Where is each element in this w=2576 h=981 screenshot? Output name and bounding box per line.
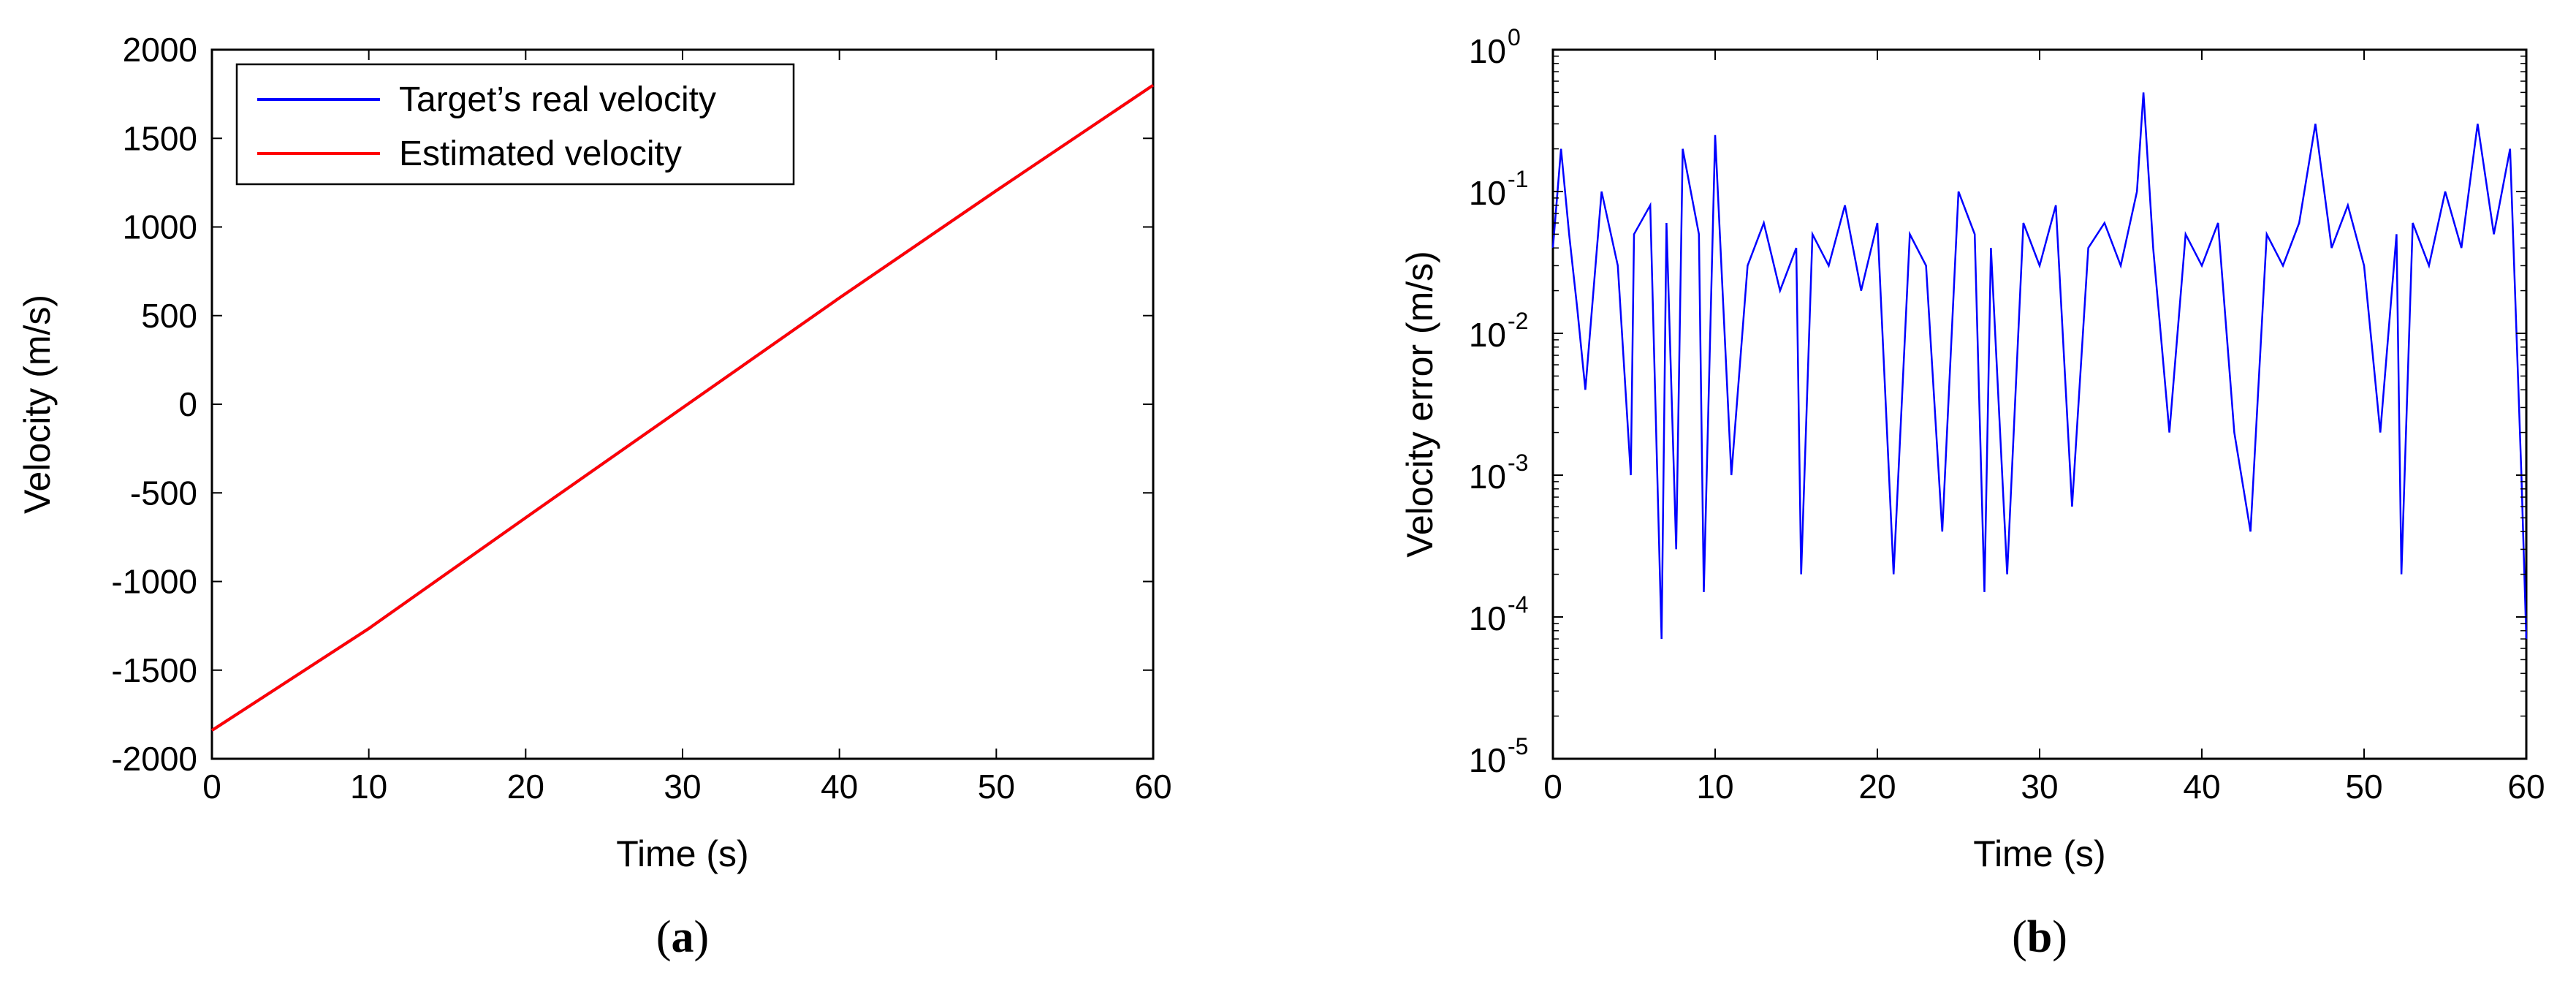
legend-label-estimated-velocity: Estimated velocity: [399, 135, 682, 173]
series-group-b: [1551, 92, 2528, 640]
y-tick-exponent-b: -4: [1508, 591, 1528, 618]
x-ticks-a: 0 10 20 30 40 50 60: [202, 50, 1172, 806]
y-tick-exponent-b: -2: [1508, 308, 1528, 334]
series-group-a: [210, 83, 1155, 732]
y-tick-exponent-b: -3: [1508, 450, 1528, 476]
series-line-estimated-velocity: [210, 83, 1155, 732]
y-tick-label-b: 10: [1469, 599, 1506, 637]
plot-area-b: [1551, 48, 2528, 760]
x-tick-label-b: 0: [1543, 768, 1562, 806]
x-tick-label-b: 40: [2183, 768, 2220, 806]
y-tick-label-a: 1500: [123, 119, 197, 157]
y-tick-exponent-b: -1: [1508, 166, 1528, 192]
y-tick-label-a: 500: [141, 297, 197, 335]
y-tick-label-a: -2000: [111, 740, 197, 778]
x-axis-label-b: Time (s): [1973, 833, 2105, 874]
x-tick-label-a: 50: [978, 768, 1015, 806]
x-tick-label-a: 10: [350, 768, 387, 806]
caption-letter-b: b: [2027, 912, 2052, 962]
x-tick-label-b: 10: [1696, 768, 1733, 806]
caption-letter-a: a: [672, 912, 694, 962]
caption-b: (b): [2012, 912, 2067, 962]
y-tick-label-b: 10: [1469, 316, 1506, 354]
y-tick-label-a: -1000: [111, 563, 197, 601]
y-tick-label-a: 2000: [123, 31, 197, 69]
x-tick-label-a: 0: [202, 768, 221, 806]
legend-box: [235, 63, 795, 186]
series-line-velocity-error: [1551, 92, 2528, 640]
panel-a: 0 10 20 30 40 50 60 -2000 -1500 -1000 -500 0 500 100…: [17, 31, 1172, 962]
legend: Target’s real velocity Estimated velocit…: [235, 63, 795, 186]
caption-a: (a): [656, 912, 709, 962]
y-tick-exponent-b: -5: [1508, 733, 1528, 760]
y-tick-exponent-b: 0: [1508, 24, 1521, 50]
x-ticks-b: 0 10 20 30 40 50 60: [1543, 50, 2545, 806]
y-tick-label-a: -1500: [111, 651, 197, 689]
y-tick-label-b: 10: [1469, 32, 1506, 70]
x-tick-label-b: 60: [2507, 768, 2545, 806]
x-tick-label-a: 40: [821, 768, 858, 806]
x-tick-label-a: 30: [664, 768, 701, 806]
x-tick-label-a: 20: [507, 768, 544, 806]
y-axis-label-a: Velocity (m/s): [17, 295, 58, 514]
x-tick-label-b: 50: [2345, 768, 2382, 806]
x-axis-label-a: Time (s): [616, 833, 748, 874]
x-tick-label-b: 30: [2021, 768, 2058, 806]
y-tick-label-a: 1000: [123, 208, 197, 246]
y-tick-label-a: 0: [178, 385, 197, 423]
y-tick-label-a: -500: [130, 474, 197, 512]
y-ticks-a: -2000 -1500 -1000 -500 0 500 1000 1500 2000: [111, 31, 1153, 778]
x-tick-label-a: 60: [1134, 768, 1171, 806]
y-tick-label-b: 10: [1469, 741, 1506, 779]
x-tick-label-b: 20: [1858, 768, 1896, 806]
legend-label-real-velocity: Target’s real velocity: [399, 80, 716, 119]
y-axis-label-b: Velocity error (m/s): [1399, 251, 1440, 558]
y-tick-label-b: 10: [1469, 458, 1506, 496]
y-tick-label-b: 10: [1469, 174, 1506, 212]
